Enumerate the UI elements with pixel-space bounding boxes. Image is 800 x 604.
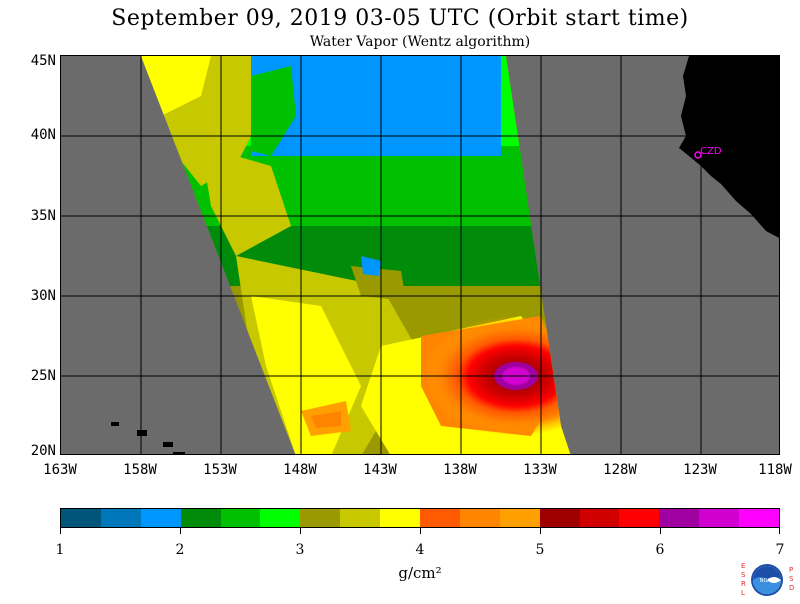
- colorbar-swatch: [459, 509, 500, 527]
- colorbar-label-6: 6: [655, 542, 665, 558]
- colorbar-swatch: [61, 509, 101, 527]
- svg-text:L: L: [741, 589, 745, 597]
- colorbar-swatch: [619, 509, 660, 527]
- map-title: September 09, 2019 03-05 UTC (Orbit star…: [111, 6, 689, 31]
- colorbar-swatch: [420, 509, 460, 527]
- colorbar-tickmark: [540, 528, 541, 534]
- colorbar-tickmark: [60, 528, 61, 534]
- svg-text:S: S: [741, 571, 746, 579]
- colorbar-swatch: [699, 509, 740, 527]
- colorbar-swatch: [659, 509, 700, 527]
- colorbar: [60, 508, 780, 528]
- colorbar-swatch: [579, 509, 620, 527]
- colorbar-label-4: 4: [415, 542, 425, 558]
- lon-label-143w: 143W: [363, 462, 397, 478]
- colorbar-swatch: [739, 509, 780, 527]
- colorbar-tickmark: [660, 528, 661, 534]
- lon-label-153w: 153W: [203, 462, 237, 478]
- colorbar-swatch: [100, 509, 141, 527]
- colorbar-swatch: [140, 509, 181, 527]
- svg-text:D: D: [789, 584, 794, 592]
- colorbar-swatch: [380, 509, 421, 527]
- lon-label-123w: 123W: [683, 462, 717, 478]
- lon-label-158w: 158W: [123, 462, 157, 478]
- hawaii-island-2: [137, 430, 147, 436]
- grid-lines: [61, 56, 779, 454]
- colorbar-swatch: [180, 509, 221, 527]
- colorbar-swatch: [539, 509, 580, 527]
- lat-label-45n: 45N: [30, 53, 56, 69]
- hawaii-island-3: [163, 442, 173, 447]
- map-canvas: [61, 56, 779, 454]
- colorbar-tickmark: [300, 528, 301, 534]
- lon-label-133w: 133W: [523, 462, 557, 478]
- lat-label-40n: 40N: [30, 127, 56, 143]
- water-vapor-map: [60, 55, 780, 455]
- colorbar-units: g/cm²: [398, 564, 442, 582]
- colorbar-swatch: [260, 509, 301, 527]
- lon-label-118w: 118W: [758, 462, 792, 478]
- colorbar-swatch: [499, 509, 540, 527]
- colorbar-swatch: [300, 509, 341, 527]
- colorbar-label-7: 7: [775, 542, 785, 558]
- land-areas: [111, 56, 779, 454]
- hawaii-island-1: [111, 422, 119, 426]
- colorbar-label-3: 3: [295, 542, 305, 558]
- colorbar-tickmark: [779, 528, 780, 534]
- lon-label-163w: 163W: [43, 462, 77, 478]
- lon-label-128w: 128W: [603, 462, 637, 478]
- city-label-czd: CZD: [700, 146, 722, 157]
- lat-label-30n: 30N: [30, 288, 56, 304]
- lat-label-20n: 20N: [30, 443, 56, 459]
- north-america-coast: [679, 56, 779, 238]
- svg-text:S: S: [789, 575, 794, 583]
- colorbar-label-1: 1: [55, 542, 65, 558]
- svg-text:R: R: [741, 580, 746, 588]
- colorbar-label-2: 2: [175, 542, 185, 558]
- colorbar-tickmark: [420, 528, 421, 534]
- colorbar-swatch: [220, 509, 261, 527]
- lon-label-148w: 148W: [283, 462, 317, 478]
- lat-label-25n: 25N: [30, 368, 56, 384]
- satellite-swath: [141, 56, 571, 454]
- svg-text:E: E: [741, 562, 745, 570]
- colorbar-tickmark: [180, 528, 181, 534]
- svg-text:NOAA: NOAA: [760, 578, 775, 584]
- city-marker: [694, 151, 702, 159]
- svg-text:P: P: [789, 566, 793, 574]
- hawaii-island-4: [173, 452, 185, 454]
- map-subtitle: Water Vapor (Wentz algorithm): [309, 34, 531, 50]
- lat-label-35n: 35N: [30, 208, 56, 224]
- colorbar-label-5: 5: [535, 542, 545, 558]
- colorbar-swatch: [340, 509, 381, 527]
- lon-label-138w: 138W: [443, 462, 477, 478]
